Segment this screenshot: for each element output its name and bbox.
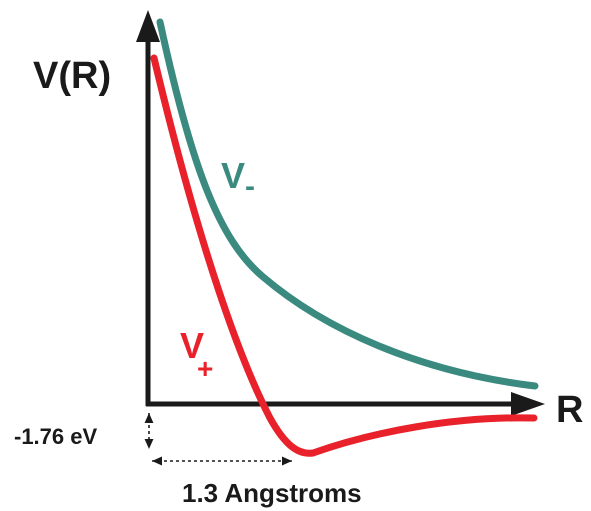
v-minus-subscript: -: [245, 170, 255, 203]
x-axis-label: R: [556, 389, 583, 431]
v-minus-label: V -: [221, 155, 255, 203]
x-axis-arrowhead: [511, 392, 545, 416]
v-plus-subscript: +: [197, 353, 213, 384]
v-plus-curve: [150, 54, 538, 457]
v-minus-symbol: V: [221, 155, 245, 196]
v-plus-symbol: V: [180, 325, 204, 366]
y-axis-arrowhead: [136, 10, 160, 42]
well-depth-label: -1.76 eV: [14, 424, 97, 449]
v-minus-curve: [156, 18, 539, 390]
y-axis-label: V(R): [33, 55, 111, 97]
equilibrium-distance-label: 1.3 Angstroms: [182, 478, 362, 508]
v-plus-label: V +: [180, 325, 213, 384]
